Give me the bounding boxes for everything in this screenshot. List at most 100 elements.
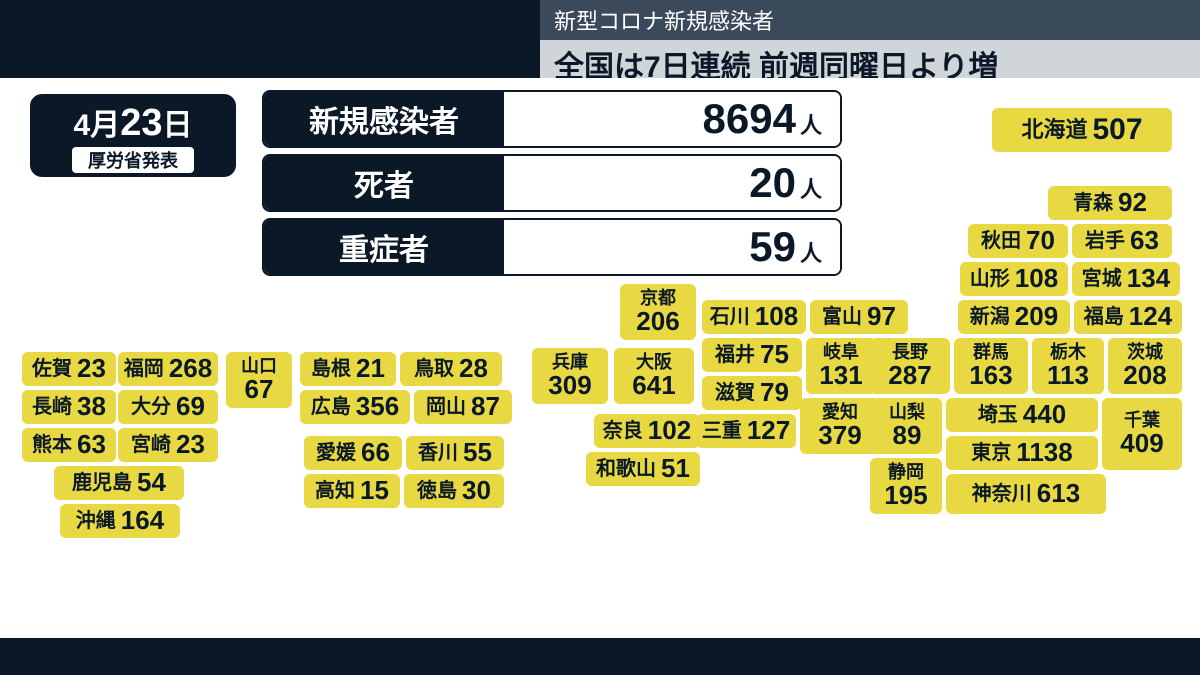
prefecture-name: 大分 (131, 397, 171, 418)
prefecture-value: 69 (176, 393, 205, 420)
prefecture-value: 15 (360, 477, 389, 504)
prefecture-tile: 群馬163 (954, 338, 1028, 394)
prefecture-name: 石川 (710, 307, 750, 328)
prefecture-name: 広島 (311, 397, 351, 418)
prefecture-name: 島根 (311, 359, 351, 380)
prefecture-value: 356 (356, 393, 399, 420)
prefecture-tile: 長野287 (870, 338, 950, 394)
prefecture-tile: 富山97 (810, 300, 908, 334)
prefecture-name: 鳥取 (414, 359, 454, 380)
prefecture-value: 268 (169, 355, 212, 382)
prefecture-name: 兵庫 (552, 353, 588, 372)
prefecture-value: 23 (77, 355, 106, 382)
prefecture-name: 福島 (1084, 307, 1124, 328)
date-text: 4月23日 (30, 100, 236, 145)
prefecture-name: 青森 (1073, 193, 1113, 214)
prefecture-value: 379 (818, 422, 861, 449)
prefecture-value: 28 (459, 355, 488, 382)
prefecture-name: 山形 (970, 269, 1010, 290)
prefecture-tile: 宮崎23 (118, 428, 218, 462)
prefecture-tile: 鳥取28 (400, 352, 502, 386)
prefecture-value: 163 (969, 362, 1012, 389)
prefecture-name: 埼玉 (978, 405, 1018, 426)
prefecture-tile: 大阪641 (614, 348, 694, 404)
prefecture-tile: 神奈川613 (946, 474, 1106, 514)
prefecture-value: 89 (893, 422, 922, 449)
prefecture-value: 131 (819, 362, 862, 389)
prefecture-tile: 静岡195 (870, 458, 942, 514)
prefecture-value: 124 (1129, 303, 1172, 330)
prefecture-tile: 長崎38 (22, 390, 116, 424)
prefecture-value: 51 (661, 455, 690, 482)
prefecture-tile: 熊本63 (22, 428, 116, 462)
prefecture-value: 97 (867, 303, 896, 330)
prefecture-value: 21 (356, 355, 385, 382)
prefecture-tile: 滋賀79 (702, 376, 802, 410)
prefecture-tile: 奈良102 (594, 414, 700, 448)
stat-row: 重症者 59人 (262, 218, 842, 276)
prefecture-name: 和歌山 (596, 459, 656, 480)
stat-row: 新規感染者8694人 (262, 90, 842, 148)
prefecture-value: 66 (361, 439, 390, 466)
prefecture-name: 長野 (892, 343, 928, 362)
prefecture-value: 30 (462, 477, 491, 504)
prefecture-name: 岩手 (1085, 231, 1125, 252)
prefecture-value: 55 (463, 439, 492, 466)
prefecture-value: 613 (1037, 480, 1080, 507)
prefecture-value: 440 (1023, 401, 1066, 428)
prefecture-tile: 佐賀23 (22, 352, 116, 386)
prefecture-name: 群馬 (973, 343, 1009, 362)
prefecture-tile: 埼玉440 (946, 398, 1098, 432)
prefecture-name: 大阪 (636, 353, 672, 372)
prefecture-value: 54 (137, 469, 166, 496)
prefecture-value: 287 (888, 362, 931, 389)
prefecture-name: 三重 (702, 421, 742, 442)
prefecture-value: 70 (1026, 227, 1055, 254)
prefecture-value: 309 (548, 372, 591, 399)
prefecture-value: 507 (1092, 114, 1142, 146)
date-month: 4 (74, 109, 91, 142)
prefecture-name: 福岡 (124, 359, 164, 380)
prefecture-value: 127 (747, 417, 790, 444)
prefecture-tile: 三重127 (696, 414, 796, 448)
stat-number: 59 (749, 220, 796, 274)
prefecture-name: 愛知 (822, 403, 858, 422)
prefecture-tile: 大分69 (118, 390, 218, 424)
prefecture-name: 栃木 (1050, 343, 1086, 362)
prefecture-name: 静岡 (888, 463, 924, 482)
stat-label: 死者 (264, 156, 504, 210)
prefecture-name: 鹿児島 (72, 473, 132, 494)
prefecture-value: 209 (1015, 303, 1058, 330)
prefecture-tile: 香川55 (406, 436, 504, 470)
prefecture-tile: 徳島30 (404, 474, 504, 508)
prefecture-tile: 宮城134 (1072, 262, 1180, 296)
date-day: 23 (120, 102, 162, 144)
prefecture-value: 79 (760, 379, 789, 406)
prefecture-tile: 秋田70 (968, 224, 1068, 258)
prefecture-name: 宮崎 (131, 435, 171, 456)
prefecture-tile: 茨城208 (1108, 338, 1182, 394)
stat-label: 重症者 (264, 220, 504, 274)
prefecture-name: 徳島 (417, 481, 457, 502)
prefecture-tile: 島根21 (300, 352, 396, 386)
prefecture-tile: 山口67 (226, 352, 292, 408)
prefecture-tile: 山形108 (960, 262, 1068, 296)
date-source: 厚労省発表 (72, 147, 194, 173)
prefecture-value: 75 (760, 341, 789, 368)
prefecture-tile: 愛媛66 (304, 436, 402, 470)
prefecture-value: 206 (636, 308, 679, 335)
prefecture-name: 東京 (971, 443, 1011, 464)
prefecture-value: 134 (1127, 265, 1170, 292)
prefecture-name: 高知 (315, 481, 355, 502)
stat-value: 8694人 (504, 92, 840, 146)
prefecture-name: 山梨 (889, 403, 925, 422)
prefecture-value: 67 (245, 376, 274, 403)
prefecture-tile: 石川108 (702, 300, 806, 334)
prefecture-value: 38 (77, 393, 106, 420)
prefecture-value: 641 (632, 372, 675, 399)
prefecture-tile: 岡山87 (414, 390, 512, 424)
prefecture-name: 千葉 (1124, 411, 1160, 430)
prefecture-tile: 山梨89 (872, 398, 942, 454)
prefecture-name: 神奈川 (972, 484, 1032, 505)
stat-unit: 人 (800, 236, 822, 268)
